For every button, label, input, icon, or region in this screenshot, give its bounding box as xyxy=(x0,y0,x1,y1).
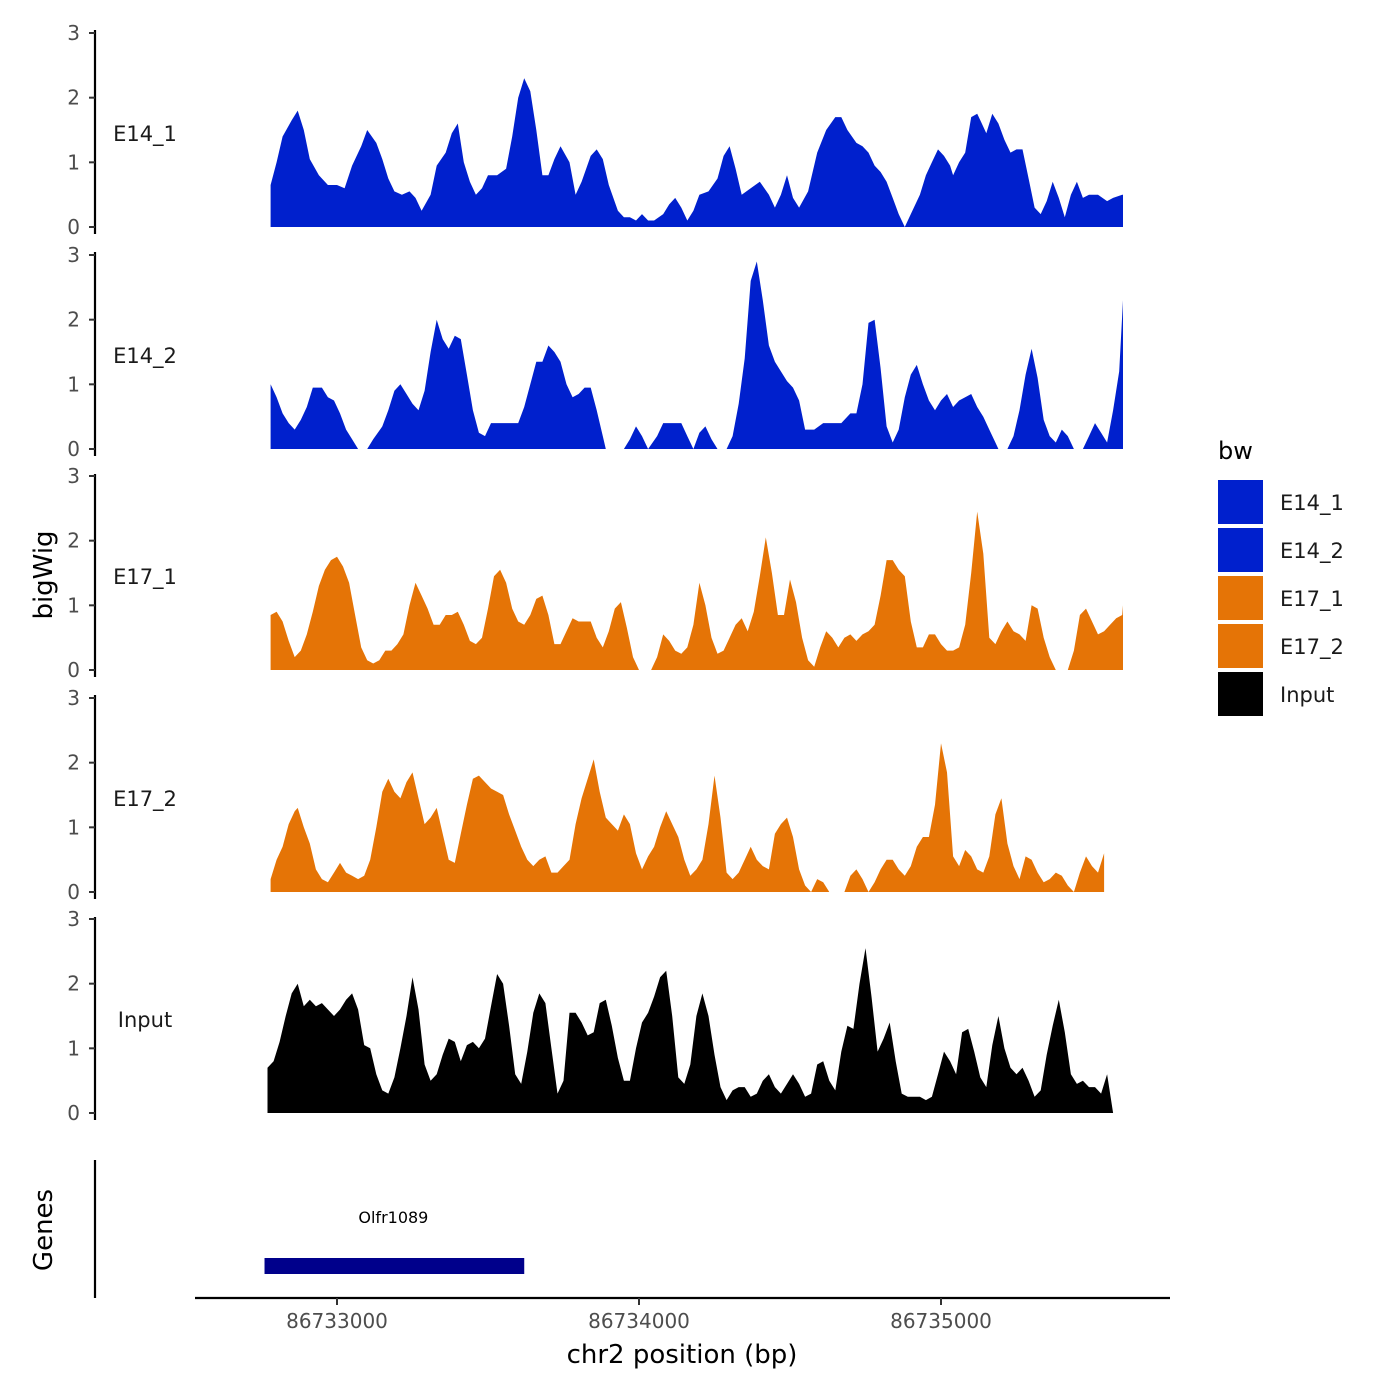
x-tick-label: 86733000 xyxy=(286,1309,388,1333)
y-tick-label: 1 xyxy=(67,1036,80,1060)
y-tick-label: 0 xyxy=(67,215,80,239)
y-tick-label: 3 xyxy=(67,21,80,45)
y-tick-label: 3 xyxy=(67,907,80,931)
legend-swatch xyxy=(1218,672,1263,716)
track-label: E17_2 xyxy=(113,787,177,812)
track-e17-1: 0 1 2 3 E17_1 xyxy=(67,464,1124,682)
y-tick-label: 2 xyxy=(67,751,80,775)
y-tick-label: 1 xyxy=(67,815,80,839)
tracks-layer: 0 1 2 3 E14_1 0 1 2 3 E14_2 0 1 2 3 E17_1 0 1 2 3 E17_2 0 1 2 3… xyxy=(67,21,1124,1125)
y-tick-label: 0 xyxy=(67,1101,80,1125)
signal-area xyxy=(270,78,1124,227)
genes-label: Genes xyxy=(29,1189,59,1271)
signal-area xyxy=(267,948,1114,1113)
y-tick-label: 3 xyxy=(67,464,80,488)
y-tick-label: 0 xyxy=(67,658,80,682)
x-axis: 86733000 86734000 86735000 xyxy=(195,1296,1170,1333)
gene-name-label: Olfr1089 xyxy=(358,1208,428,1227)
y-tick-label: 0 xyxy=(67,880,80,904)
track-label: Input xyxy=(118,1008,172,1032)
track-label: E14_2 xyxy=(113,344,177,369)
legend-swatch xyxy=(1218,624,1263,668)
legend-label: Input xyxy=(1280,683,1334,707)
gene-track: Genes Olfr1089 xyxy=(29,1160,525,1298)
gene-olfr1089-bar xyxy=(264,1258,525,1274)
y-tick-label: 2 xyxy=(67,972,80,996)
signal-area xyxy=(270,261,1124,449)
signal-area xyxy=(270,511,1124,670)
legend-swatch xyxy=(1218,576,1263,620)
legend-label: E17_2 xyxy=(1280,635,1344,660)
legend-label: E17_1 xyxy=(1280,587,1344,612)
legend-swatch xyxy=(1218,480,1263,524)
y-tick-label: 2 xyxy=(67,308,80,332)
legend: bw E14_1 E14_2 E17_1 E17_2 Input xyxy=(1218,437,1344,716)
track-e17-2: 0 1 2 3 E17_2 xyxy=(67,686,1105,904)
y-tick-label: 1 xyxy=(67,150,80,174)
y-tick-label: 3 xyxy=(67,243,80,267)
y-tick-label: 1 xyxy=(67,372,80,396)
track-input: 0 1 2 3 Input xyxy=(67,907,1114,1125)
legend-title: bw xyxy=(1218,437,1253,465)
x-tick-label: 86735000 xyxy=(890,1309,992,1333)
track-label: E14_1 xyxy=(113,122,177,147)
track-e14-1: 0 1 2 3 E14_1 xyxy=(67,21,1124,239)
y-axis-title: bigWig xyxy=(29,530,59,619)
track-label: E17_1 xyxy=(113,565,177,590)
track-e14-2: 0 1 2 3 E14_2 xyxy=(67,243,1124,461)
y-tick-label: 3 xyxy=(67,686,80,710)
legend-label: E14_1 xyxy=(1280,491,1344,516)
x-tick-label: 86734000 xyxy=(588,1309,690,1333)
y-tick-label: 1 xyxy=(67,593,80,617)
legend-label: E14_2 xyxy=(1280,539,1344,564)
x-axis-title: chr2 position (bp) xyxy=(567,1340,798,1370)
y-tick-label: 2 xyxy=(67,86,80,110)
y-tick-label: 2 xyxy=(67,529,80,553)
legend-swatch xyxy=(1218,528,1263,572)
signal-area xyxy=(270,743,1105,892)
y-tick-label: 0 xyxy=(67,437,80,461)
